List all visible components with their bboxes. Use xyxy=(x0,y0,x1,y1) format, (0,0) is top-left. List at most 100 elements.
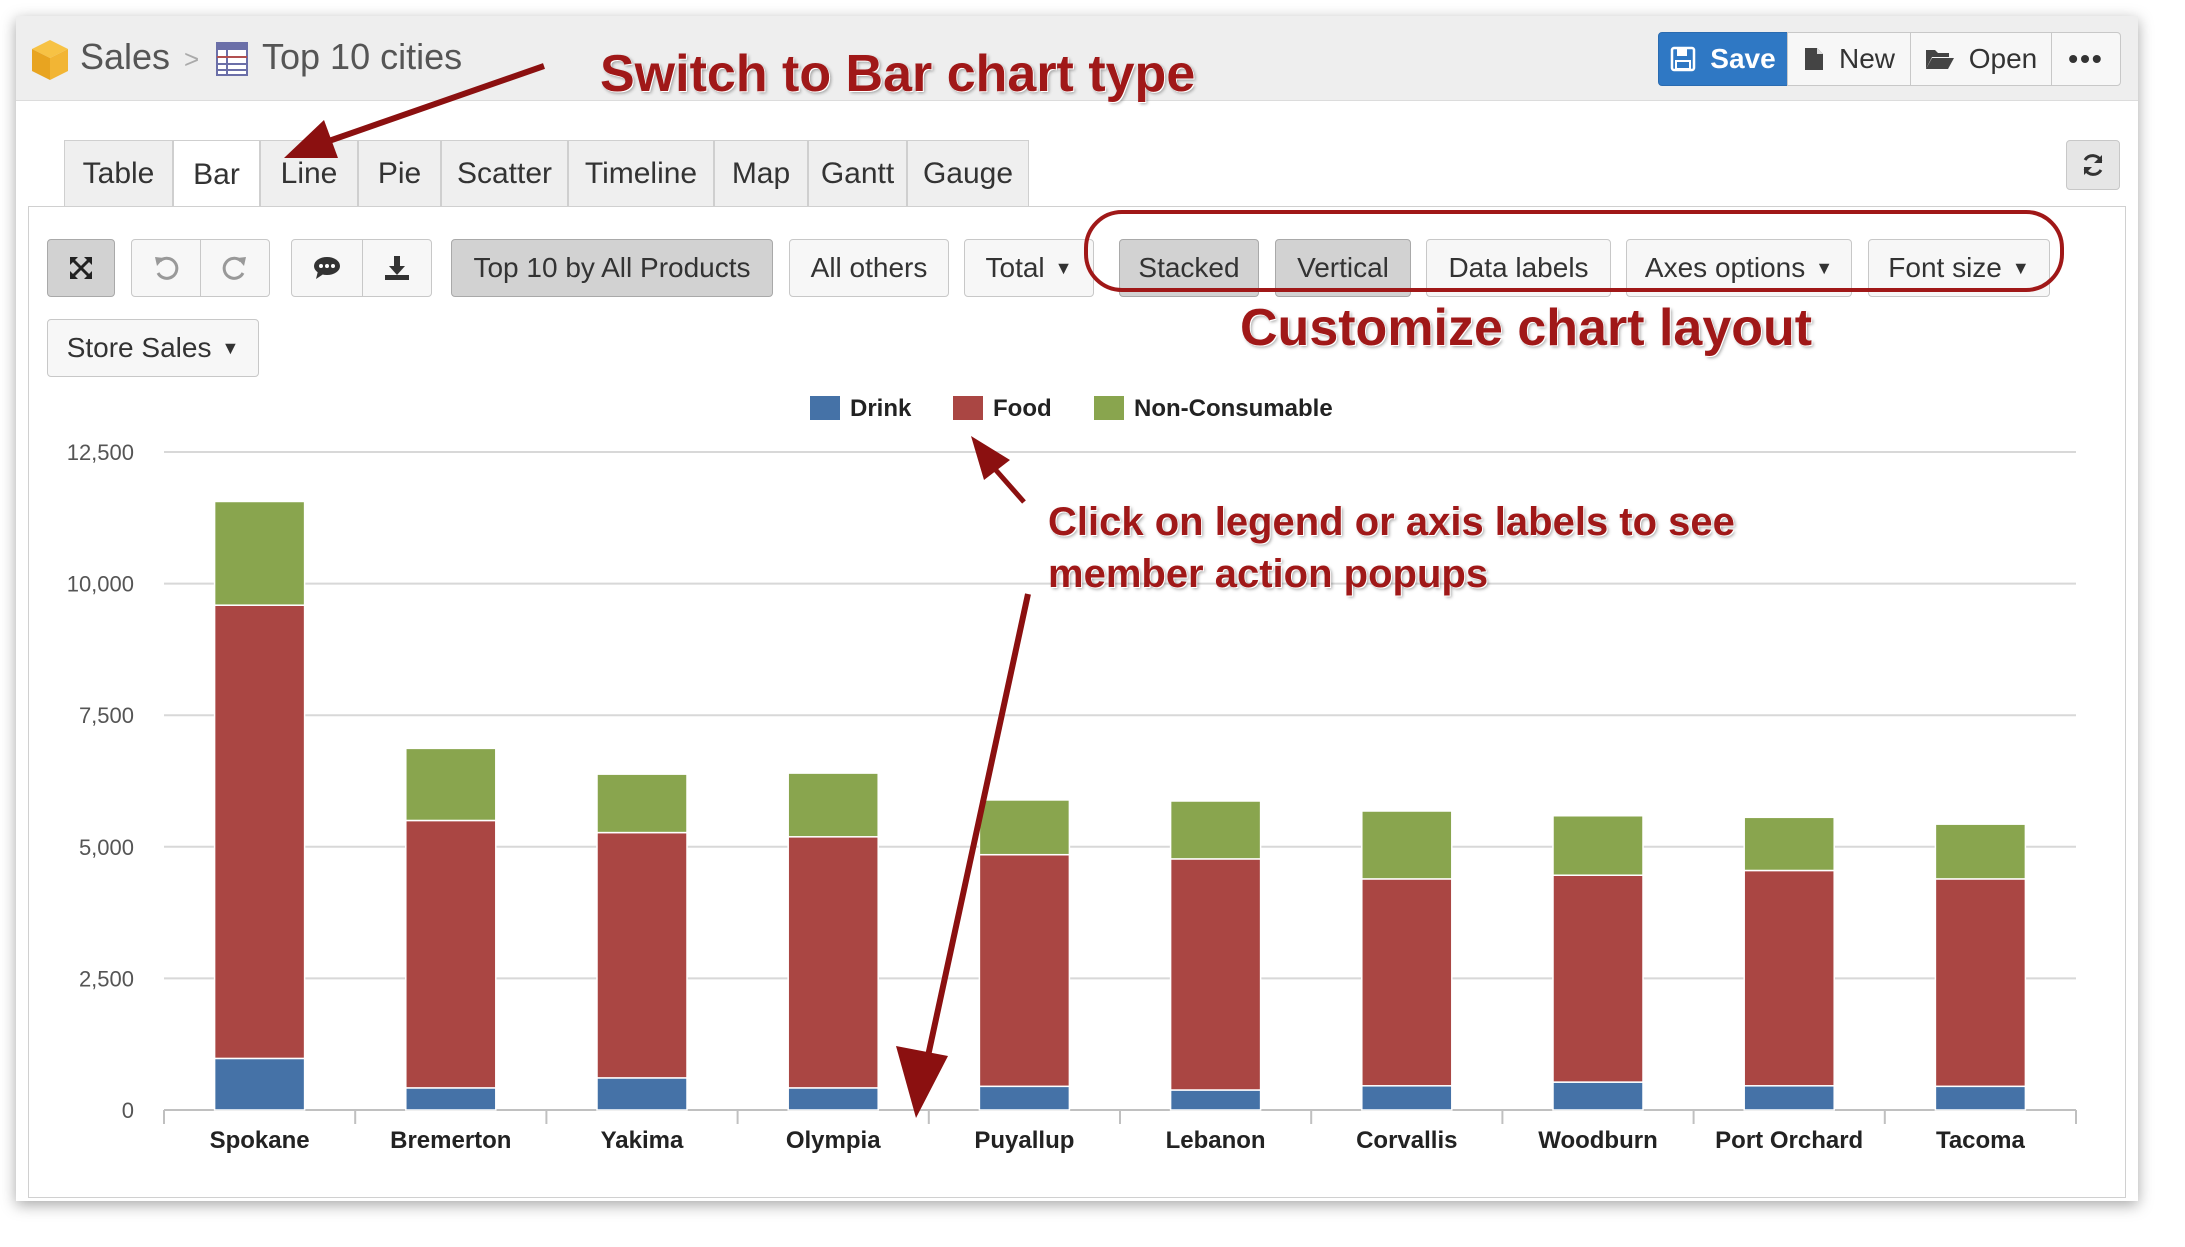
x-axis-label[interactable]: Spokane xyxy=(210,1127,310,1154)
bar-segment[interactable] xyxy=(596,831,688,1079)
legend-item[interactable]: Food xyxy=(993,395,1052,422)
y-tick-label: 12,500 xyxy=(67,440,134,465)
x-axis-label[interactable]: Puyallup xyxy=(974,1127,1074,1154)
breadcrumb-root[interactable]: Sales xyxy=(80,36,171,77)
save-label: Save xyxy=(1710,43,1776,74)
y-tick-label: 7,500 xyxy=(79,703,134,728)
fullscreen-button[interactable] xyxy=(47,239,115,297)
x-axis-label[interactable]: Corvallis xyxy=(1356,1127,1457,1154)
y-tick-label: 0 xyxy=(122,1098,134,1123)
new-file-icon xyxy=(1804,48,1823,70)
x-axis-label[interactable]: Port Orchard xyxy=(1715,1127,1863,1154)
export-button[interactable] xyxy=(362,239,432,297)
refresh-icon xyxy=(2083,154,2103,176)
bar-segment[interactable] xyxy=(1934,823,2027,880)
bar-segment[interactable] xyxy=(596,1077,688,1111)
save-button[interactable]: Save xyxy=(1658,32,1788,86)
y-tick-label: 5,000 xyxy=(79,835,134,860)
bar-segment[interactable] xyxy=(405,747,497,822)
tab-gauge[interactable]: Gauge xyxy=(907,140,1029,206)
download-icon xyxy=(385,256,409,280)
bar-segment[interactable] xyxy=(1169,1089,1262,1111)
undo-button[interactable] xyxy=(131,239,201,297)
tab-line[interactable]: Line xyxy=(260,140,358,206)
breadcrumb-separator: > xyxy=(184,44,200,74)
y-tick-label: 10,000 xyxy=(67,572,134,597)
x-axis-label[interactable]: Lebanon xyxy=(1166,1127,1266,1154)
bar-segment[interactable] xyxy=(213,1057,306,1111)
comments-button[interactable] xyxy=(291,239,363,297)
bar-segment[interactable] xyxy=(405,1087,497,1111)
expand-icon xyxy=(70,257,92,279)
total-label: Total xyxy=(985,252,1045,283)
undo-icon xyxy=(155,256,179,280)
annotation-legend-hint-line1: Click on legend or axis labels to see xyxy=(1048,500,1735,544)
bar-segment[interactable] xyxy=(1361,810,1453,880)
all-others-button[interactable]: All others xyxy=(789,239,949,297)
annotation-switch-chart-type: Switch to Bar chart type xyxy=(600,45,1196,103)
bar-segment[interactable] xyxy=(1934,878,2027,1088)
tab-scatter[interactable]: Scatter xyxy=(441,140,568,206)
top-filter-button[interactable]: Top 10 by All Products xyxy=(451,239,773,297)
bar-segment[interactable] xyxy=(978,1085,1071,1111)
bar-segment[interactable] xyxy=(213,500,306,606)
legend-item[interactable]: Drink xyxy=(850,395,912,422)
table-report-icon xyxy=(216,42,248,76)
bar-chart: 0 2,500 5,000 7,500 10,000 12,500 Spokane Breme… xyxy=(67,395,2077,1154)
total-dropdown[interactable]: Total ▼ xyxy=(964,239,1094,297)
x-axis-label[interactable]: Yakima xyxy=(601,1127,684,1154)
bar-segment[interactable] xyxy=(1552,814,1644,876)
bar-segment[interactable] xyxy=(978,799,1071,856)
tab-pie[interactable]: Pie xyxy=(358,140,441,206)
app-window: Sales > Top 10 cities Save New Open ••• … xyxy=(16,16,2138,1201)
chevron-down-icon: ▼ xyxy=(221,337,240,358)
bar-segment[interactable] xyxy=(1552,1081,1644,1111)
measure-dropdown[interactable]: Store Sales ▼ xyxy=(47,319,259,377)
refresh-button[interactable] xyxy=(2066,140,2120,190)
comment-icon xyxy=(314,257,340,279)
bar-segment[interactable] xyxy=(1361,878,1453,1087)
bar-segment[interactable] xyxy=(787,1087,879,1111)
x-axis-label[interactable]: Woodburn xyxy=(1538,1127,1658,1154)
tab-table[interactable]: Table xyxy=(64,140,173,206)
folder-open-icon xyxy=(1925,50,1954,69)
redo-icon xyxy=(222,256,246,280)
bar-segment[interactable] xyxy=(1169,800,1262,860)
legend-swatch[interactable] xyxy=(810,396,840,420)
bar-segment[interactable] xyxy=(405,819,497,1089)
new-label: New xyxy=(1838,43,1895,74)
bar-segment[interactable] xyxy=(787,772,879,838)
bar-segment[interactable] xyxy=(1169,858,1262,1091)
chevron-down-icon: ▼ xyxy=(1054,257,1073,278)
more-button[interactable]: ••• xyxy=(2051,32,2121,86)
open-button[interactable]: Open xyxy=(1910,32,2052,86)
bar-segment[interactable] xyxy=(1361,1085,1453,1111)
x-axis-label[interactable]: Bremerton xyxy=(390,1127,511,1154)
bar-segment[interactable] xyxy=(1552,874,1644,1083)
legend-item[interactable]: Non-Consumable xyxy=(1134,395,1333,422)
annotation-customize-layout: Customize chart layout xyxy=(1240,299,1813,357)
annotation-legend-hint-line2: member action popups xyxy=(1048,552,1489,596)
bar-segment[interactable] xyxy=(978,853,1071,1088)
bar-segment[interactable] xyxy=(1743,816,1835,872)
legend-swatch[interactable] xyxy=(1094,396,1124,420)
tab-gantt[interactable]: Gantt xyxy=(808,140,907,206)
bar-segment[interactable] xyxy=(1934,1085,2027,1111)
legend-swatch[interactable] xyxy=(953,396,983,420)
new-button[interactable]: New xyxy=(1787,32,1911,86)
bar-segment[interactable] xyxy=(213,604,306,1060)
bar-segment[interactable] xyxy=(787,836,879,1089)
tab-timeline[interactable]: Timeline xyxy=(568,140,714,206)
floppy-icon xyxy=(1671,46,1696,72)
bar-segment[interactable] xyxy=(596,773,688,834)
cube-icon xyxy=(32,40,68,80)
x-axis-label[interactable]: Tacoma xyxy=(1936,1127,2026,1154)
tab-map[interactable]: Map xyxy=(714,140,808,206)
bar-segment[interactable] xyxy=(1743,869,1835,1087)
bar-segment[interactable] xyxy=(1743,1085,1835,1111)
redo-button[interactable] xyxy=(200,239,270,297)
measure-label: Store Sales xyxy=(66,332,212,363)
x-axis-label[interactable]: Olympia xyxy=(786,1127,881,1154)
tab-bar[interactable]: Bar xyxy=(173,140,260,208)
y-tick-label: 2,500 xyxy=(79,966,134,991)
